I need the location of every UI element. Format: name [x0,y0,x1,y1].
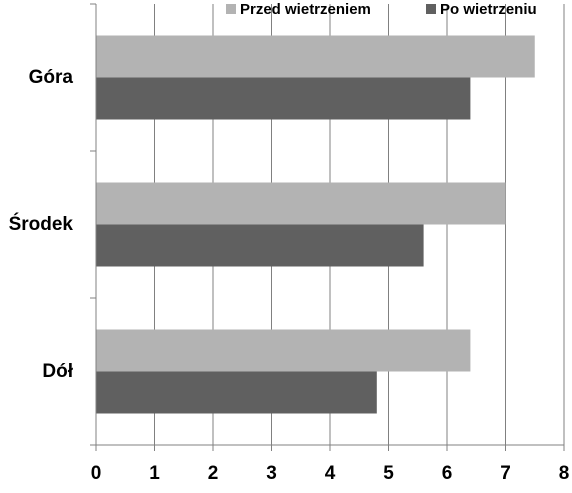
x-tick-label: 7 [500,463,511,484]
x-tick-label: 8 [559,463,570,484]
bar-after-0 [96,77,471,120]
bar-after-2 [96,371,377,414]
category-label: Góra [29,67,74,88]
x-tick-label: 3 [266,463,277,484]
legend-label-0: Przed wietrzeniem [240,1,371,18]
x-tick-label: 2 [208,463,219,484]
bar-after-1 [96,224,424,267]
x-tick-label: 6 [442,463,453,484]
x-tick-label: 1 [149,463,160,484]
legend-swatch-0 [226,4,236,14]
bars [96,35,535,414]
bar-before-2 [96,329,471,372]
x-tick-label: 5 [383,463,394,484]
bar-before-0 [96,35,535,78]
legend-label-1: Po wietrzeniu [440,1,537,18]
x-tick-label: 0 [91,463,102,484]
bar-before-1 [96,182,506,225]
legend-swatch-1 [426,4,436,14]
legend: Przed wietrzeniem Po wietrzeniu [226,1,537,18]
category-label: Środek [9,213,74,235]
category-label: Dół [42,361,73,382]
axes: Góra Środek Dół 0 1 2 3 4 5 6 7 8 [9,3,570,484]
x-tick-label: 4 [325,463,336,484]
